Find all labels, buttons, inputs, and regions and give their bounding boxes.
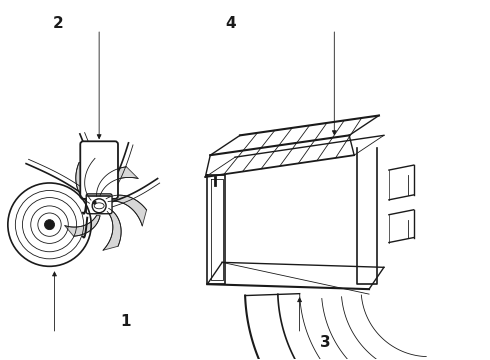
Text: 2: 2 (52, 16, 63, 31)
Polygon shape (76, 158, 95, 203)
Circle shape (45, 220, 54, 230)
Text: 1: 1 (121, 314, 131, 329)
Text: 4: 4 (225, 16, 236, 31)
Polygon shape (103, 208, 121, 250)
FancyBboxPatch shape (80, 141, 118, 199)
FancyBboxPatch shape (86, 194, 112, 214)
Polygon shape (97, 167, 138, 196)
Polygon shape (106, 195, 147, 226)
Text: 3: 3 (320, 335, 331, 350)
Polygon shape (65, 215, 100, 236)
